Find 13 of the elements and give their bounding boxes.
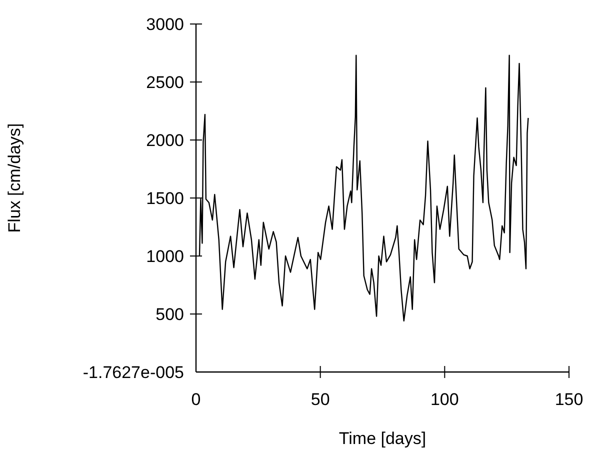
y-tick-label: -1.7627e-005 [82, 362, 184, 382]
y-tick-label: 1000 [146, 246, 184, 266]
y-axis-title: Flux [cm/days] [5, 123, 24, 233]
y-tick-label: 3000 [146, 14, 184, 34]
x-tick-label: 100 [430, 390, 459, 409]
y-tick-label: 2000 [146, 130, 184, 150]
x-axis-title: Time [days] [338, 429, 426, 448]
x-tick-label: 50 [310, 390, 330, 409]
y-tick-label: 2500 [146, 72, 184, 92]
y-tick-label: 1500 [146, 188, 184, 208]
x-tick-label: 0 [191, 390, 201, 409]
y-tick-label: 500 [156, 304, 184, 324]
x-tick-label: 150 [554, 390, 584, 409]
